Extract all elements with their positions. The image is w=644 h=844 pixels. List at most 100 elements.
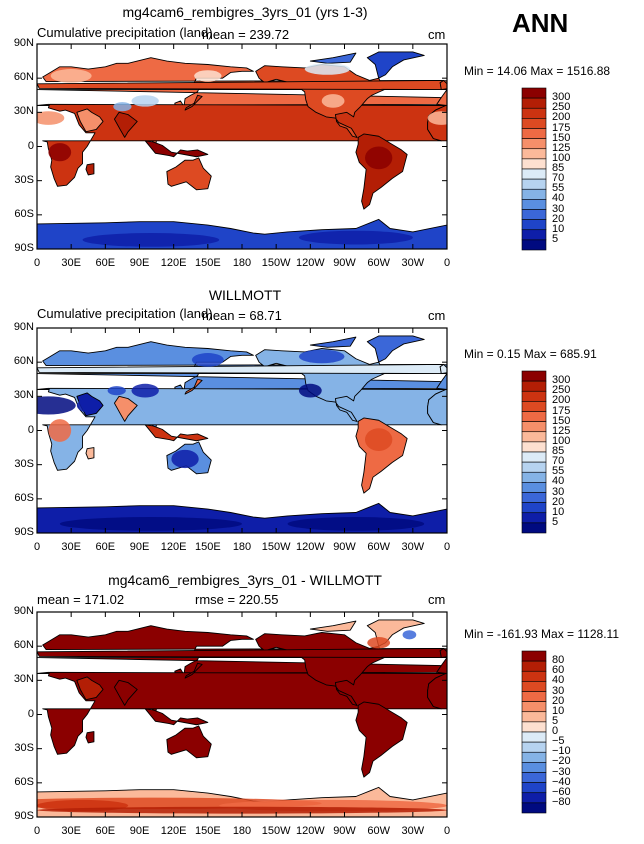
colorbar-bin <box>521 158 547 170</box>
lon-tick-label: 90W <box>333 825 356 837</box>
colorbar-label: 20 <box>552 694 565 707</box>
colorbar-label: 85 <box>552 162 565 174</box>
lat-tick-label: 30N <box>13 105 34 118</box>
colorbar-bin <box>521 660 547 672</box>
colorbar-label: 55 <box>552 465 565 478</box>
colorbar-label: 10 <box>552 704 565 717</box>
field-patch <box>304 63 351 75</box>
continent-arabia <box>76 108 104 133</box>
colorbar-label: 125 <box>552 424 571 437</box>
colorbar-bin <box>521 168 547 180</box>
colorbar-3 <box>521 650 547 814</box>
colorbar-bin <box>521 128 547 139</box>
colorbar-label: −20 <box>552 755 571 768</box>
lon-tick-label: 180 <box>232 541 252 553</box>
field-patch <box>48 143 72 162</box>
colorbar-bin <box>521 188 547 200</box>
panel-1-title: mg4cam6_rembigres_3yrs_01 (yrs 1-3) <box>122 4 368 20</box>
continent-s_america <box>355 701 408 778</box>
continent-madagascar <box>85 731 95 744</box>
colorbar-bin <box>521 390 547 402</box>
colorbar-bin <box>521 138 547 150</box>
lon-tick-label: 150W <box>261 257 291 269</box>
lon-tick-label: 0 <box>33 541 41 553</box>
colorbar-bin <box>521 97 547 109</box>
colorbar-bin <box>521 741 547 753</box>
lat-tick-label: 30S <box>14 173 34 186</box>
lon-tick-label: 0 <box>33 257 41 269</box>
lat-tick-label: 60N <box>13 639 34 652</box>
lat-tick-label: 0 <box>27 423 34 436</box>
lon-tick-label: 30W <box>401 825 425 837</box>
field-patch <box>367 637 391 649</box>
field-patch <box>298 349 345 364</box>
lat-tick-label: 30N <box>13 389 34 402</box>
lon-tick-label: 150W <box>261 825 291 837</box>
colorbar-bin <box>521 762 547 773</box>
continent-madagascar <box>85 447 95 460</box>
colorbar-bin <box>521 711 547 723</box>
colorbar-bin <box>521 380 547 392</box>
lon-tick-label: 90E <box>129 257 150 269</box>
continent-africa-wrap <box>427 388 447 426</box>
colorbar-label: 10 <box>552 505 565 518</box>
colorbar-bin <box>521 502 547 514</box>
colorbar-label: 70 <box>552 455 565 468</box>
colorbar-bin <box>521 772 547 783</box>
field-patch <box>321 94 345 108</box>
panel-3-title: mg4cam6_rembigres_3yrs_01 - WILLMOTT <box>108 572 382 588</box>
continent-arabia <box>76 676 104 701</box>
colorbar-bin <box>521 681 547 692</box>
lon-tick-label: 120E <box>160 825 187 837</box>
colorbar-label: 60 <box>552 664 565 677</box>
colorbar-label: −5 <box>552 735 565 748</box>
lon-tick-label: 90E <box>129 541 150 553</box>
colorbar-bin <box>521 670 547 682</box>
lon-tick-label: 0 <box>443 825 451 837</box>
colorbar-bin <box>521 107 547 119</box>
lon-tick-label: 0 <box>33 825 41 837</box>
panel-2-minmax: Min = 0.15 Max = 685.91 <box>464 347 597 361</box>
colorbar-bin <box>521 441 547 453</box>
continent-madagascar <box>85 163 95 176</box>
colorbar-bin <box>521 471 547 483</box>
colorbar-label: 55 <box>552 182 565 195</box>
continent-indonesia <box>144 424 209 442</box>
field-patch <box>194 70 222 82</box>
lon-tick-label: 60E <box>95 825 116 837</box>
panel-2-units: cm <box>428 308 446 323</box>
colorbar-bin <box>521 802 547 814</box>
colorbar-bin <box>521 512 547 524</box>
colorbar-label: 200 <box>552 111 571 124</box>
lon-tick-label: 30W <box>401 541 425 553</box>
lon-tick-label: 150E <box>194 257 221 269</box>
lat-tick-label: 30N <box>13 673 34 686</box>
lon-tick-label: 150W <box>261 541 291 553</box>
colorbar-label: 250 <box>552 384 571 397</box>
panel-1-minmax: Min = 14.06 Max = 1516.88 <box>464 64 611 78</box>
continent-uk-wrap <box>439 363 447 375</box>
panel-3-units: cm <box>428 592 446 607</box>
colorbar-bin <box>521 482 547 493</box>
continent-africa <box>42 103 447 187</box>
field-patch <box>37 806 447 814</box>
lon-tick-label: 0 <box>443 257 451 269</box>
colorbar-label: 175 <box>552 121 571 134</box>
continent-india <box>113 111 138 138</box>
colorbar-label: 125 <box>552 141 571 154</box>
colorbar-label: 20 <box>552 495 565 508</box>
continent-japan <box>184 94 203 111</box>
colorbar-bin <box>521 522 547 534</box>
lat-tick-label: 60N <box>13 71 34 84</box>
colorbar-bin <box>521 209 547 220</box>
colorbar-label: 30 <box>552 485 565 498</box>
continent-greenland <box>366 51 425 79</box>
lon-tick-label: 60W <box>367 541 390 553</box>
colorbar-label: 200 <box>552 394 571 407</box>
colorbar-label: 300 <box>552 374 571 387</box>
lat-tick-label: 30S <box>14 457 34 470</box>
colorbar-bin <box>521 229 547 241</box>
colorbar-bin <box>521 701 547 713</box>
lon-tick-label: 180 <box>232 825 252 837</box>
colorbar-label: 100 <box>552 434 571 447</box>
